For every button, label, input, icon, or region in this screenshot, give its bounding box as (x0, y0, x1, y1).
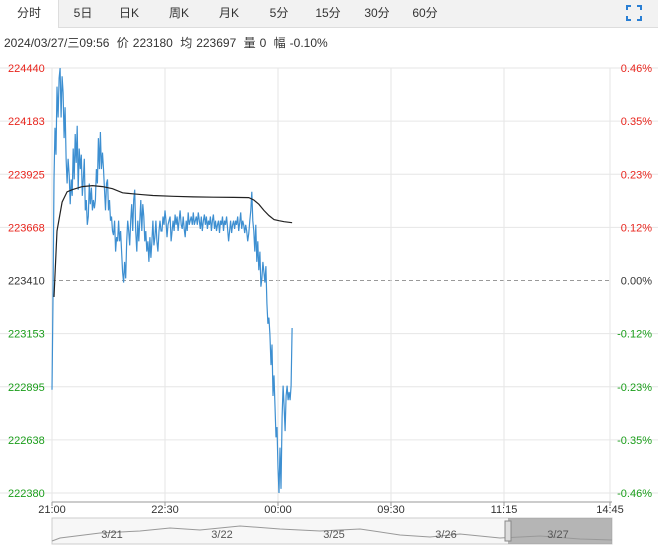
tab-9[interactable]: 60分 (412, 6, 438, 20)
fullscreen-icon[interactable] (626, 5, 642, 21)
x-tick-label: 09:30 (377, 504, 405, 516)
y-tick-label-right: -0.12% (617, 329, 652, 341)
y-tick-label-right: 0.23% (621, 169, 652, 181)
x-tick-label: 22:30 (151, 504, 179, 516)
y-tick-label-left: 223153 (8, 329, 45, 341)
y-tick-label-left: 222380 (8, 488, 45, 500)
tab-8[interactable]: 30分 (364, 6, 390, 20)
y-tick-label-right: 0.46% (621, 63, 652, 75)
avg-label: 均 (180, 36, 193, 50)
y-tick-label-left: 223925 (8, 169, 45, 181)
price-label: 价 (116, 36, 129, 50)
y-tick-label-left: 224440 (8, 63, 45, 75)
y-tick-label-right: 0.12% (621, 222, 652, 234)
y-tick-label-right: -0.46% (617, 488, 652, 500)
navigator-handle-left (504, 520, 512, 542)
tab-3[interactable]: 日K (118, 6, 139, 20)
x-tick-label: 11:15 (491, 504, 518, 516)
navigator-label: 3/27 (547, 529, 568, 541)
tab-6[interactable]: 5分 (269, 6, 289, 20)
navigator-background (51, 517, 613, 545)
y-tick-label-left: 223668 (8, 222, 45, 234)
y-tick-label-right: -0.23% (617, 382, 652, 394)
y-tick-label-left: 224183 (8, 116, 45, 128)
datetime-text: 2024/03/27/三09:56 (4, 36, 110, 50)
navigator-label: 3/22 (211, 529, 232, 541)
y-tick-label-right: 0.00% (621, 276, 652, 288)
x-tick-label: 00:00 (264, 504, 292, 516)
y-tick-label-right: -0.35% (617, 435, 652, 447)
navigator-label: 3/26 (435, 529, 456, 541)
tab-1[interactable]: 分时 (0, 0, 59, 28)
change-label: 幅 (273, 36, 286, 50)
price-value: 223180 (132, 36, 173, 50)
tab-7[interactable]: 15分 (315, 6, 341, 20)
y-tick-label-left: 222638 (8, 435, 45, 447)
x-tick-label: 14:45 (596, 504, 624, 516)
x-tick-label: 21:00 (38, 504, 66, 516)
volume-label: 量 (243, 36, 256, 50)
y-tick-label-left: 223410 (8, 276, 45, 288)
price-series-line (51, 67, 293, 494)
change-value: -0.10% (289, 36, 328, 50)
tab-2[interactable]: 5日 (73, 6, 93, 20)
range-navigator: 3/21 3/22 3/25 3/26 3/27 (51, 517, 613, 545)
y-tick-label-left: 222895 (8, 382, 45, 394)
y-tick-label-right: 0.35% (621, 116, 652, 128)
tab-4[interactable]: 周K (168, 6, 189, 20)
navigator-selection (508, 518, 612, 544)
navigator-series-line (51, 525, 613, 542)
period-tabs: 分时 5日 日K 周K 月K 5分 15分 30分 60分 (0, 0, 658, 28)
navigator-label: 3/21 (101, 529, 122, 541)
navigator-label: 3/25 (323, 529, 344, 541)
avg-series-line (53, 184, 293, 298)
avg-value: 223697 (196, 36, 237, 50)
tab-5[interactable]: 月K (218, 6, 239, 20)
volume-value: 0 (259, 36, 267, 50)
